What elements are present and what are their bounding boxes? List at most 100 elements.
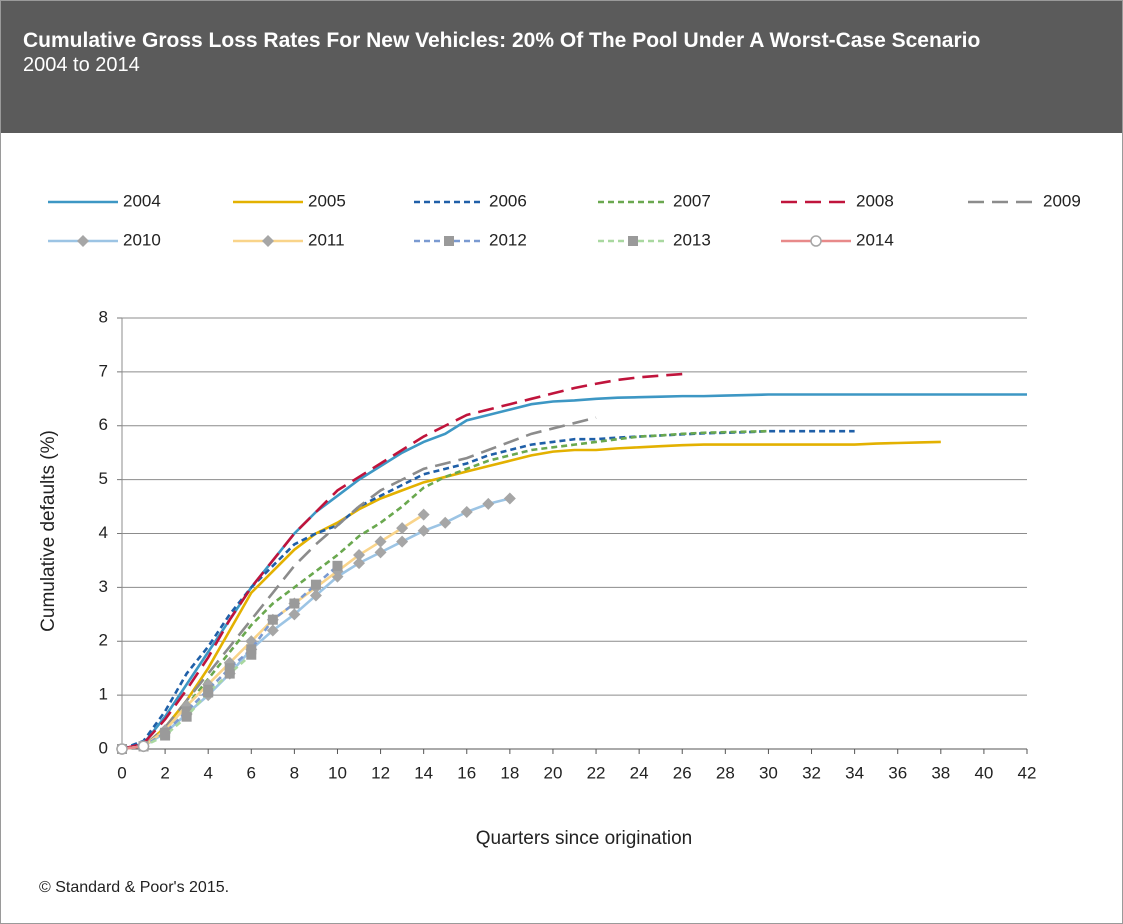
legend-label: 2005 [308,191,346,210]
series-line [121,429,855,751]
point [439,516,452,529]
chart: Cumulative defaults (%) Quarters since o… [38,191,1081,896]
legend-marker [628,236,638,246]
point [396,535,409,548]
point [309,589,322,602]
point [332,560,343,571]
legend-label: 2009 [1043,191,1081,210]
series-line [121,564,339,751]
x-tick-label: 30 [759,763,778,782]
x-tick-label: 2 [160,763,169,782]
x-tick-label: 40 [974,763,993,782]
point [460,505,473,518]
x-tick-label: 34 [845,763,864,782]
series-line [121,440,941,751]
point [482,497,495,510]
x-tick-label: 22 [587,763,606,782]
legend-label: 2004 [123,191,161,210]
point [353,557,366,570]
x-tick-label: 14 [414,763,433,782]
point [374,546,387,559]
y-tick-label: 5 [99,469,108,488]
header: Cumulative Gross Loss Rates For New Vehi… [1,1,1122,133]
legend-marker [262,235,274,247]
legend-item: 2004 [48,191,161,210]
y-tick-label: 4 [99,523,108,542]
legend-marker [444,236,454,246]
legend-label: 2006 [489,191,527,210]
legend-label: 2007 [673,191,711,210]
point [137,740,150,753]
legend-label: 2014 [856,230,894,249]
y-tick-label: 3 [99,577,108,596]
y-tick-label: 7 [99,361,108,380]
x-tick-label: 16 [457,763,476,782]
legend-label: 2012 [489,230,527,249]
chart-title: Cumulative Gross Loss Rates For New Vehi… [23,29,981,52]
point [267,614,278,625]
x-tick-label: 38 [931,763,950,782]
x-tick-label: 36 [888,763,907,782]
point [224,668,235,679]
legend-item: 2009 [968,191,1081,210]
series-line [121,429,769,751]
series-line [121,416,597,751]
x-tick-label: 32 [802,763,821,782]
x-tick-label: 28 [716,763,735,782]
y-tick-label: 2 [99,631,108,650]
x-tick-label: 42 [1018,763,1037,782]
legend-label: 2008 [856,191,894,210]
point [246,644,257,655]
legend-item: 2007 [598,191,711,210]
legend-item: 2012 [414,230,527,249]
point [353,549,366,562]
point [266,624,279,637]
point [181,711,192,722]
legend-marker [77,235,89,247]
y-axis-label: Cumulative defaults (%) [38,430,59,632]
x-tick-label: 6 [247,763,256,782]
legend-item: 2006 [414,191,527,210]
legend-label: 2011 [308,230,345,249]
x-tick-label: 0 [117,763,126,782]
legend-label: 2013 [673,230,711,249]
point [289,598,300,609]
x-tick-label: 24 [630,763,649,782]
point [246,649,257,660]
point [310,579,321,590]
legend-item: 2008 [781,191,894,210]
point [374,535,387,548]
y-tick-label: 0 [99,738,108,757]
x-tick-label: 20 [543,763,562,782]
legend-item: 2005 [233,191,346,210]
legend-item: 2013 [598,230,711,249]
legend-item: 2011 [233,230,345,249]
legend-label: 2010 [123,230,161,249]
x-tick-label: 10 [328,763,347,782]
legend-item: 2010 [48,230,161,249]
point [160,730,171,741]
point [224,663,235,674]
x-tick-label: 18 [500,763,519,782]
point [288,608,301,621]
y-tick-label: 8 [99,307,108,326]
point [181,706,192,717]
legend-item: 2014 [781,230,894,249]
point [203,687,214,698]
series-line [121,372,683,751]
series-line [121,393,1027,751]
x-axis-label: Quarters since origination [476,828,693,849]
x-tick-label: 8 [290,763,299,782]
y-tick-label: 6 [99,415,108,434]
point [417,508,430,521]
point [417,524,430,537]
y-tick-label: 1 [99,685,108,704]
x-tick-label: 4 [203,763,212,782]
point [116,743,128,755]
point [503,492,516,505]
legend-marker [810,235,822,247]
x-tick-label: 26 [673,763,692,782]
x-tick-label: 12 [371,763,390,782]
chart-subtitle: 2004 to 2014 [23,54,140,76]
